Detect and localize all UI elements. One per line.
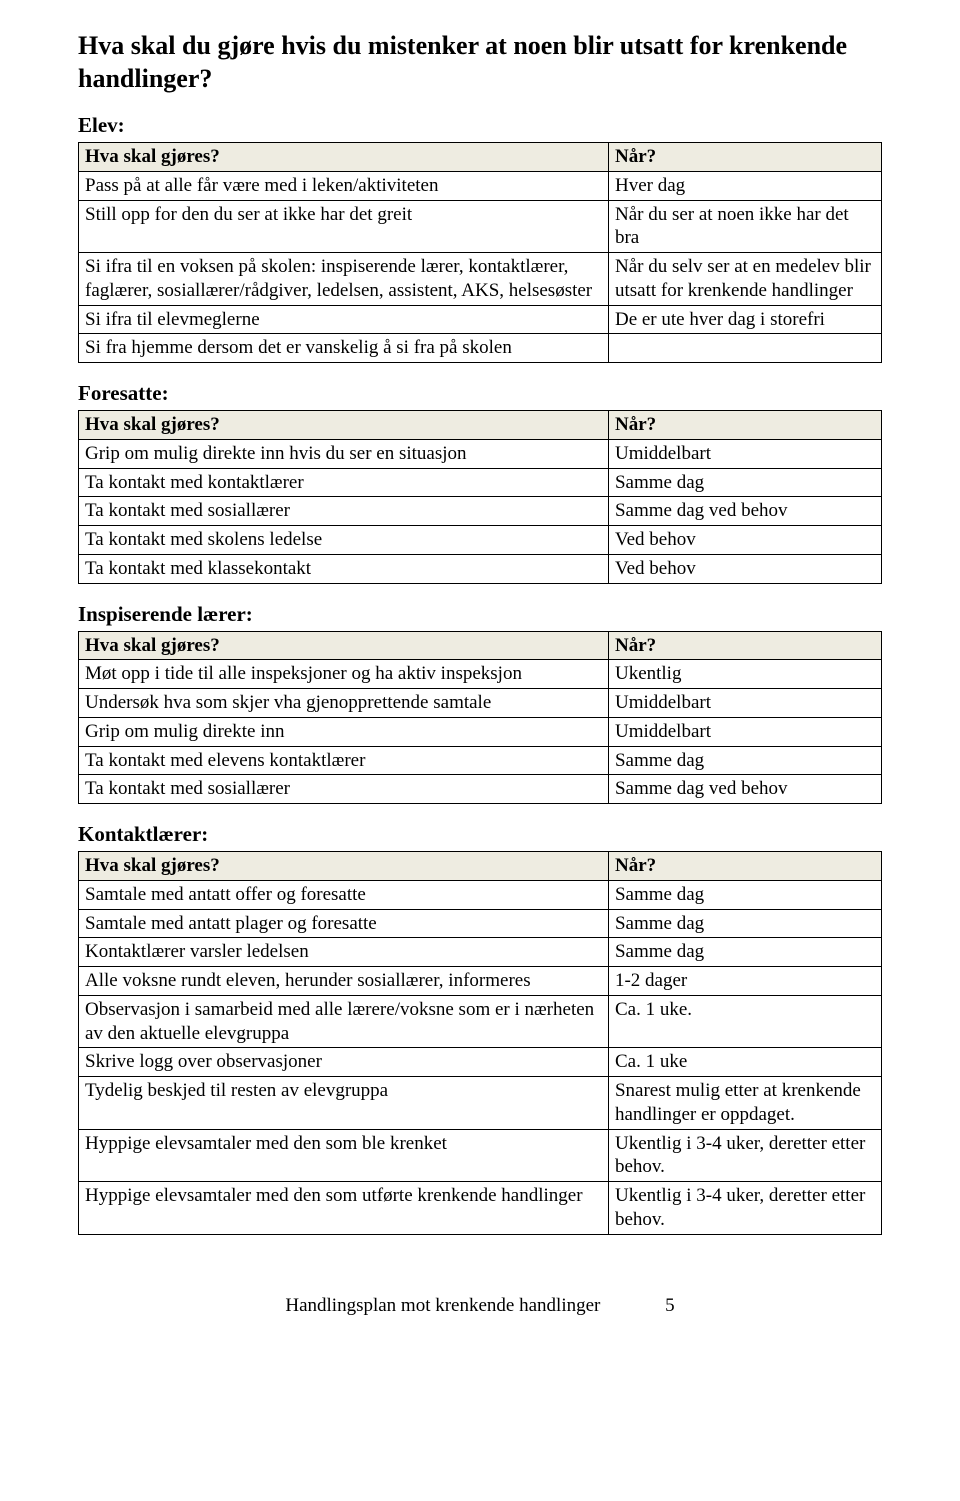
cell-right: Samme dag	[608, 938, 881, 967]
cell-right: Ukentlig	[608, 660, 881, 689]
col-header-right: Når?	[608, 852, 881, 881]
cell-right: Ved behov	[608, 526, 881, 555]
cell-right: Samme dag	[608, 909, 881, 938]
cell-right: Ca. 1 uke	[608, 1048, 881, 1077]
table-row: Ta kontakt med sosiallærerSamme dag ved …	[79, 775, 882, 804]
cell-left: Si ifra til en voksen på skolen: inspise…	[79, 253, 609, 306]
table-row: Ta kontakt med skolens ledelseVed behov	[79, 526, 882, 555]
cell-left: Alle voksne rundt eleven, herunder sosia…	[79, 967, 609, 996]
cell-left: Still opp for den du ser at ikke har det…	[79, 200, 609, 253]
cell-left: Samtale med antatt offer og foresatte	[79, 880, 609, 909]
cell-left: Ta kontakt med elevens kontaktlærer	[79, 746, 609, 775]
cell-right: Umiddelbart	[608, 717, 881, 746]
cell-left: Skrive logg over observasjoner	[79, 1048, 609, 1077]
page-number: 5	[665, 1295, 675, 1317]
cell-left: Undersøk hva som skjer vha gjenoppretten…	[79, 689, 609, 718]
cell-right: Ved behov	[608, 554, 881, 583]
col-header-right: Når?	[608, 143, 881, 172]
cell-left: Observasjon i samarbeid med alle lærere/…	[79, 995, 609, 1048]
table-row: Undersøk hva som skjer vha gjenoppretten…	[79, 689, 882, 718]
table-row: Ta kontakt med sosiallærerSamme dag ved …	[79, 497, 882, 526]
page-footer: Handlingsplan mot krenkende handlinger 5	[78, 1295, 882, 1317]
col-header-right: Når?	[608, 411, 881, 440]
cell-right: Snarest mulig etter at krenkende handlin…	[608, 1077, 881, 1130]
footer-text: Handlingsplan mot krenkende handlinger	[285, 1295, 600, 1316]
table-row: Hyppige elevsamtaler med den som ble kre…	[79, 1129, 882, 1182]
cell-right: Samme dag ved behov	[608, 497, 881, 526]
cell-right: Ukentlig i 3-4 uker, deretter etter beho…	[608, 1129, 881, 1182]
table-foresatte: Hva skal gjøres? Når? Grip om mulig dire…	[78, 410, 882, 584]
table-row: Hyppige elevsamtaler med den som utførte…	[79, 1182, 882, 1235]
cell-left: Ta kontakt med skolens ledelse	[79, 526, 609, 555]
col-header-right: Når?	[608, 631, 881, 660]
col-header-left: Hva skal gjøres?	[79, 631, 609, 660]
section-heading-foresatte: Foresatte:	[78, 381, 882, 406]
cell-right: 1-2 dager	[608, 967, 881, 996]
table-row: Si ifra til elevmeglerneDe er ute hver d…	[79, 305, 882, 334]
table-row: Grip om mulig direkte innUmiddelbart	[79, 717, 882, 746]
cell-left: Samtale med antatt plager og foresatte	[79, 909, 609, 938]
section-heading-kontaktlaerer: Kontaktlærer:	[78, 822, 882, 847]
table-row: Still opp for den du ser at ikke har det…	[79, 200, 882, 253]
cell-right: Når du selv ser at en medelev blir utsat…	[608, 253, 881, 306]
cell-left: Si ifra til elevmeglerne	[79, 305, 609, 334]
cell-left: Si fra hjemme dersom det er vanskelig å …	[79, 334, 609, 363]
cell-right: Samme dag	[608, 746, 881, 775]
table-elev: Hva skal gjøres? Når? Pass på at alle få…	[78, 142, 882, 363]
table-row: Si ifra til en voksen på skolen: inspise…	[79, 253, 882, 306]
cell-right: Samme dag ved behov	[608, 775, 881, 804]
cell-left: Kontaktlærer varsler ledelsen	[79, 938, 609, 967]
cell-left: Ta kontakt med kontaktlærer	[79, 468, 609, 497]
cell-right: Hver dag	[608, 171, 881, 200]
cell-right: Ukentlig i 3-4 uker, deretter etter beho…	[608, 1182, 881, 1235]
table-row: Møt opp i tide til alle inspeksjoner og …	[79, 660, 882, 689]
cell-left: Tydelig beskjed til resten av elevgruppa	[79, 1077, 609, 1130]
table-row: Samtale med antatt plager og foresatteSa…	[79, 909, 882, 938]
table-inspiserende: Hva skal gjøres? Når? Møt opp i tide til…	[78, 631, 882, 805]
cell-left: Ta kontakt med sosiallærer	[79, 775, 609, 804]
section-heading-inspiserende: Inspiserende lærer:	[78, 602, 882, 627]
table-row: Ta kontakt med kontaktlærerSamme dag	[79, 468, 882, 497]
cell-right: Samme dag	[608, 880, 881, 909]
table-row: Observasjon i samarbeid med alle lærere/…	[79, 995, 882, 1048]
page-title: Hva skal du gjøre hvis du mistenker at n…	[78, 30, 882, 95]
cell-right: De er ute hver dag i storefri	[608, 305, 881, 334]
cell-right: Umiddelbart	[608, 689, 881, 718]
cell-right: Samme dag	[608, 468, 881, 497]
cell-left: Ta kontakt med sosiallærer	[79, 497, 609, 526]
cell-left: Ta kontakt med klassekontakt	[79, 554, 609, 583]
table-row: Ta kontakt med elevens kontaktlærerSamme…	[79, 746, 882, 775]
table-kontaktlaerer: Hva skal gjøres? Når? Samtale med antatt…	[78, 851, 882, 1235]
section-heading-elev: Elev:	[78, 113, 882, 138]
cell-left: Hyppige elevsamtaler med den som utførte…	[79, 1182, 609, 1235]
cell-left: Hyppige elevsamtaler med den som ble kre…	[79, 1129, 609, 1182]
cell-left: Pass på at alle får være med i leken/akt…	[79, 171, 609, 200]
table-row: Kontaktlærer varsler ledelsenSamme dag	[79, 938, 882, 967]
table-row: Si fra hjemme dersom det er vanskelig å …	[79, 334, 882, 363]
col-header-left: Hva skal gjøres?	[79, 143, 609, 172]
cell-left: Grip om mulig direkte inn	[79, 717, 609, 746]
cell-right: Ca. 1 uke.	[608, 995, 881, 1048]
table-row: Samtale med antatt offer og foresatteSam…	[79, 880, 882, 909]
cell-left: Grip om mulig direkte inn hvis du ser en…	[79, 439, 609, 468]
table-row: Pass på at alle får være med i leken/akt…	[79, 171, 882, 200]
col-header-left: Hva skal gjøres?	[79, 852, 609, 881]
table-row: Alle voksne rundt eleven, herunder sosia…	[79, 967, 882, 996]
table-row: Tydelig beskjed til resten av elevgruppa…	[79, 1077, 882, 1130]
table-row: Skrive logg over observasjonerCa. 1 uke	[79, 1048, 882, 1077]
cell-right: Umiddelbart	[608, 439, 881, 468]
cell-right: Når du ser at noen ikke har det bra	[608, 200, 881, 253]
table-row: Ta kontakt med klassekontaktVed behov	[79, 554, 882, 583]
table-row: Grip om mulig direkte inn hvis du ser en…	[79, 439, 882, 468]
col-header-left: Hva skal gjøres?	[79, 411, 609, 440]
cell-right	[608, 334, 881, 363]
cell-left: Møt opp i tide til alle inspeksjoner og …	[79, 660, 609, 689]
